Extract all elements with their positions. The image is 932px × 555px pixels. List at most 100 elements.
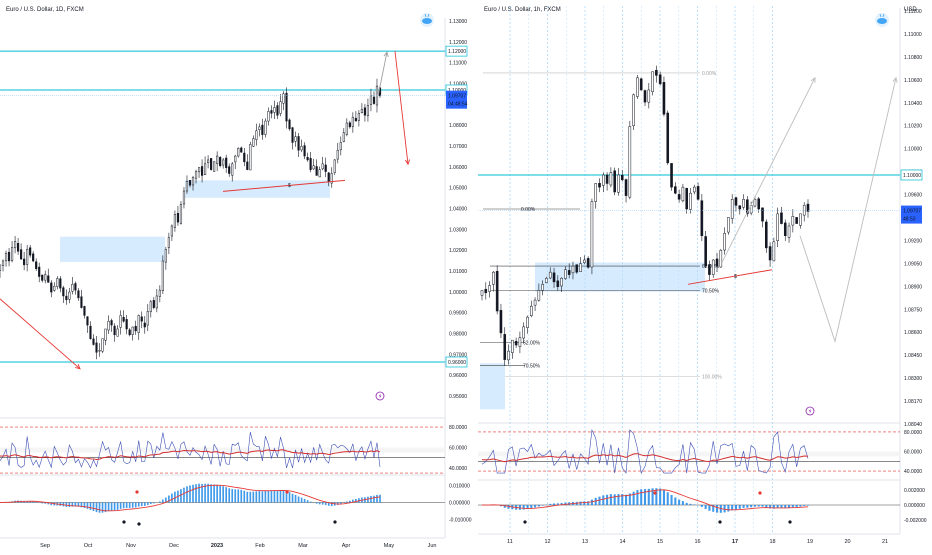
key-level-tag: 0.96000: [448, 360, 466, 366]
chart-title: Euro / U.S. Dollar, 1D, FXCM: [6, 7, 84, 13]
macd-histogram-bar: [174, 492, 176, 503]
candle-body: [147, 311, 149, 325]
candle-body: [515, 341, 517, 345]
candle-body: [72, 284, 74, 291]
candle-body: [652, 72, 654, 92]
flash-news-icon[interactable]: [376, 392, 384, 400]
candle-body: [701, 201, 703, 236]
candle-body: [796, 217, 798, 223]
candle-body: [231, 164, 233, 175]
candle-body: [111, 320, 113, 325]
candle-body: [519, 338, 521, 347]
macd-histogram-bar: [507, 505, 509, 509]
x-tick-label: 17: [732, 539, 738, 545]
candle-body: [240, 148, 242, 152]
candle-body: [705, 236, 707, 266]
candle-body: [210, 158, 212, 169]
candle-body: [204, 164, 206, 175]
macd-histogram-bar: [180, 489, 182, 502]
y-tick-label: 1.11000: [904, 32, 922, 38]
flash-news-icon[interactable]: [806, 407, 814, 415]
candle-body: [304, 146, 306, 156]
x-tick-label: Nov: [126, 543, 136, 549]
macd-tick-label: 0.002000: [904, 488, 925, 494]
candle-body: [720, 250, 722, 267]
candle-body: [564, 270, 566, 279]
macd-histogram-bar: [686, 503, 688, 505]
macd-histogram-bar: [799, 505, 801, 507]
candle-body: [621, 175, 623, 180]
candle-body: [249, 144, 251, 170]
candle-body: [340, 142, 342, 149]
macd-histogram-bar: [678, 500, 680, 505]
macd-histogram-bar: [114, 503, 116, 511]
order-block-zone: [185, 180, 330, 197]
candle-body: [352, 117, 354, 126]
macd-histogram-bar: [292, 494, 294, 503]
x-tick-label: 18: [769, 539, 775, 545]
candle-body: [316, 167, 318, 176]
candle-body: [11, 247, 13, 260]
macd-histogram-bar: [192, 485, 194, 503]
macd-histogram-bar: [304, 499, 306, 503]
y-tick-label: 1.00000: [449, 290, 467, 296]
candle-body: [568, 270, 570, 274]
macd-histogram-bar: [640, 489, 642, 505]
macd-tick-label: -0.002000: [904, 518, 927, 524]
candle-body: [192, 177, 194, 185]
candle-body: [165, 249, 167, 262]
candle-body: [754, 199, 756, 206]
candle-body: [799, 214, 801, 225]
y-tick-label: 1.10200: [904, 124, 922, 130]
y-tick-label: 0.98000: [449, 332, 467, 338]
macd-histogram-bar: [132, 503, 134, 508]
x-tick-label: Sep: [40, 543, 50, 549]
macd-histogram-bar: [796, 505, 798, 507]
candle-body: [689, 193, 691, 209]
y-tick-label: 1.10000: [904, 147, 922, 153]
macd-histogram-bar: [150, 503, 152, 505]
candle-body: [587, 258, 589, 267]
candle-body: [26, 249, 28, 264]
candle-body: [198, 168, 200, 172]
y-tick-label: 0.95000: [449, 394, 467, 400]
candle-body: [697, 186, 699, 199]
y-tick-label: 1.06000: [449, 165, 467, 171]
candle-body: [580, 264, 582, 272]
candle-body: [120, 315, 122, 327]
candle-body: [177, 213, 179, 222]
candle-body: [310, 158, 312, 169]
macd-histogram-bar: [159, 501, 161, 502]
macd-cross-dot: [653, 491, 656, 494]
macd-histogram-bar: [87, 503, 89, 509]
whale-logo-icon: [420, 13, 434, 27]
macd-histogram-bar: [373, 496, 375, 503]
macd-histogram-bar: [549, 504, 551, 505]
macd-histogram-bar: [807, 505, 809, 506]
candle-body: [201, 166, 203, 175]
candle-body: [280, 102, 282, 114]
macd-histogram-bar: [708, 505, 710, 511]
macd-histogram-bar: [689, 504, 691, 505]
candle-body: [712, 260, 714, 275]
candle-body: [108, 321, 110, 330]
macd-histogram-bar: [195, 484, 197, 502]
macd-histogram-bar: [319, 503, 321, 505]
candle-body: [561, 278, 563, 286]
candle-body: [325, 165, 327, 172]
macd-histogram-bar: [295, 495, 297, 503]
candle-body: [75, 283, 77, 290]
projection-path: [0, 299, 80, 369]
macd-histogram-bar: [614, 494, 616, 505]
candle-body: [289, 120, 291, 129]
macd-histogram-bar: [670, 495, 672, 505]
macd-histogram-bar: [213, 485, 215, 503]
candle-body: [549, 272, 551, 278]
candle-body: [500, 310, 502, 333]
candle-body: [758, 199, 760, 209]
candle-body: [96, 343, 98, 352]
macd-histogram-bar: [277, 491, 279, 503]
candle-body: [553, 273, 555, 282]
